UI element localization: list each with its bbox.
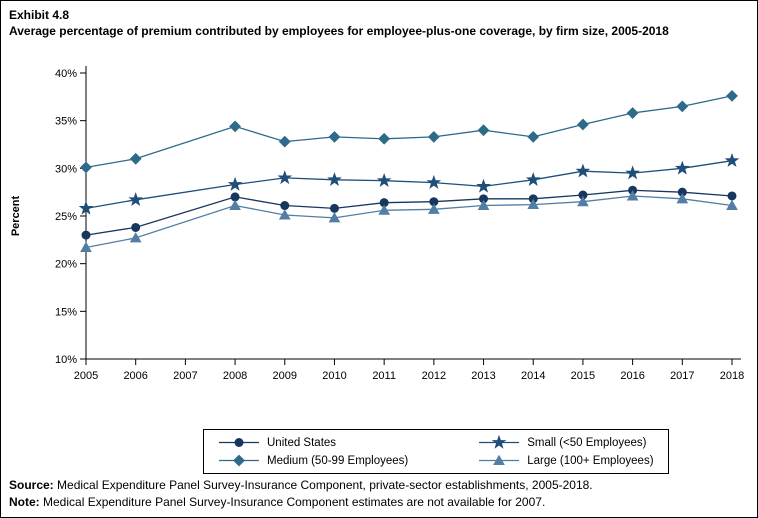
marker-star [426, 174, 442, 189]
marker-star [491, 435, 507, 449]
marker-triangle [278, 209, 291, 220]
y-tick-label: 40% [55, 68, 77, 80]
marker-diamond [233, 454, 245, 467]
legend-marker-circle-icon [219, 438, 259, 447]
marker-triangle [229, 199, 241, 211]
marker-circle [280, 201, 290, 211]
marker-star [128, 192, 144, 207]
legend-marker-star-icon [479, 435, 520, 449]
legend-item-medium-50-99-employees: Medium (50-99 Employees) [218, 453, 408, 468]
y-tick-label: 25% [55, 211, 77, 223]
marker-triangle [477, 199, 490, 211]
y-tick-label: 20% [55, 259, 77, 271]
x-tick-label: 2013 [471, 370, 495, 382]
marker-triangle [427, 203, 440, 214]
marker-diamond [80, 161, 92, 174]
marker-star [724, 153, 740, 167]
series-line-large-100-employees [85, 195, 733, 249]
marker-star [78, 200, 94, 215]
y-tick-label: 35% [55, 116, 77, 128]
marker-diamond [626, 107, 639, 119]
marker-star [277, 170, 293, 185]
series-line-small-50-employees [85, 160, 733, 210]
legend-label: United States [267, 436, 337, 449]
chart-title-block: Exhibit 4.8 Average percentage of premiu… [9, 8, 699, 39]
marker-triangle [527, 198, 540, 210]
marker-triangle [726, 199, 738, 211]
marker-diamond [477, 124, 490, 137]
marker-triangle [129, 232, 142, 243]
y-tick-label: 30% [55, 163, 77, 175]
chart-legend: United States Small (<50 Employees) Medium… [203, 429, 669, 474]
x-tick-label: 2010 [322, 370, 346, 382]
marker-star [674, 160, 690, 175]
marker-triangle [80, 241, 92, 252]
marker-diamond [676, 100, 689, 113]
legend-item-large-100-employees: Large (100+ Employees) [478, 453, 654, 468]
marker-circle [727, 191, 737, 201]
marker-star [376, 173, 392, 187]
marker-star [327, 172, 342, 187]
source-text: Medical Expenditure Panel Survey-Insuran… [53, 478, 593, 492]
x-tick-label: 2011 [372, 370, 396, 382]
marker-circle [131, 222, 141, 232]
marker-diamond [577, 118, 589, 131]
line-chart: 10% 15% 20% 25% 30% 35% 40% 2005 2006 2007 2008 200… [10, 66, 744, 382]
chart-title-text: Average percentage of premium contribute… [9, 23, 669, 38]
x-tick-label: 2014 [521, 370, 545, 382]
marker-triangle [328, 212, 341, 223]
x-tick-label: 2007 [173, 370, 197, 382]
marker-circle [329, 203, 339, 213]
availability-note: Note: Medical Expenditure Panel Survey-I… [9, 494, 593, 511]
x-tick-label: 2008 [223, 370, 247, 382]
y-tick-label: 10% [55, 354, 77, 366]
marker-diamond [726, 89, 738, 102]
x-tick-label: 2017 [670, 370, 694, 382]
marker-diamond [378, 132, 391, 145]
x-tick-label: 2016 [620, 370, 644, 382]
marker-triangle [626, 190, 639, 201]
marker-diamond [229, 120, 241, 133]
marker-diamond [278, 135, 291, 148]
note-text: Medical Expenditure Panel Survey-Insuran… [39, 494, 546, 509]
y-tick-label: 15% [55, 306, 77, 318]
legend-label: Large (100+ Employees) [527, 454, 654, 467]
marker-circle [81, 230, 91, 240]
legend-marker-diamond-icon [219, 454, 259, 467]
marker-star [575, 163, 591, 178]
source-label: Source: [9, 478, 54, 492]
legend-item-small-50-employees: Small (<50 Employees) [478, 435, 653, 450]
note-label: Note: [9, 494, 40, 509]
x-tick-label: 2005 [74, 370, 98, 382]
marker-diamond [129, 152, 142, 165]
x-tick-label: 2012 [422, 370, 446, 382]
marker-star [525, 172, 541, 187]
exhibit-number: Exhibit 4.8 [9, 8, 70, 22]
chart-footnotes: Source: Medical Expenditure Panel Survey… [9, 477, 593, 511]
marker-star [476, 178, 491, 193]
marker-diamond [527, 130, 540, 143]
marker-triangle [577, 195, 589, 207]
marker-star [625, 165, 640, 180]
marker-triangle [676, 193, 689, 204]
x-tick-label: 2015 [571, 370, 595, 382]
source-note: Source: Medical Expenditure Panel Survey… [9, 477, 593, 494]
legend-marker-triangle-icon [479, 454, 520, 465]
legend-label: Medium (50-99 Employees) [267, 454, 409, 467]
marker-triangle [378, 204, 391, 215]
x-tick-label: 2006 [123, 370, 147, 382]
marker-circle [234, 438, 244, 447]
x-tick-label: 2009 [273, 370, 297, 382]
legend-label: Small (<50 Employees) [527, 436, 647, 449]
x-tick-label: 2018 [720, 370, 744, 382]
marker-diamond [328, 130, 341, 143]
marker-triangle [493, 454, 506, 465]
y-axis-label: Percent [10, 195, 22, 236]
marker-diamond [427, 130, 440, 143]
legend-item-united-states: United States [218, 435, 408, 450]
marker-star [227, 176, 243, 191]
series-line-medium-50-99-employees [85, 95, 733, 169]
